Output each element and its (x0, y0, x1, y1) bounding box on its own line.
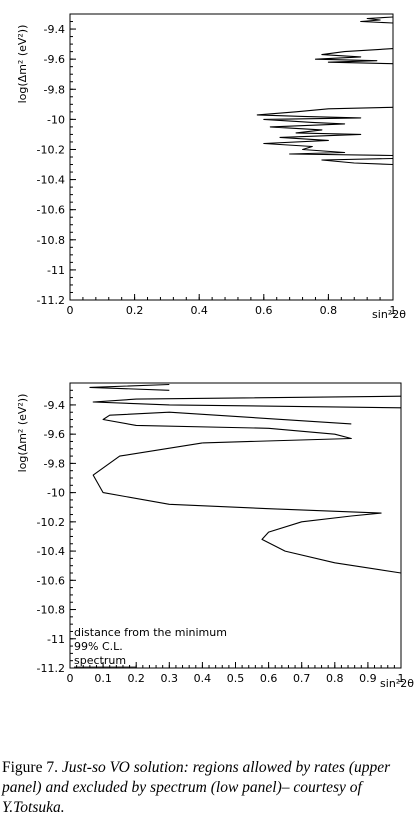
x-axis-label: sin²2θ (372, 308, 406, 321)
contour-line (321, 157, 394, 166)
x-tick-label: 1 (398, 672, 405, 685)
y-tick-label: -9.8 (44, 83, 65, 96)
y-tick-label: -9.6 (44, 53, 65, 66)
y-tick-label: -11.2 (37, 294, 65, 307)
caption-label: Figure 7. (2, 759, 58, 776)
x-tick-label: 0.6 (255, 304, 273, 317)
x-tick-label: 0 (67, 672, 74, 685)
contour-line (256, 106, 394, 157)
contour-line (102, 411, 352, 444)
x-tick-label: 0.5 (227, 672, 245, 685)
y-tick-label: -9.4 (44, 23, 65, 36)
y-tick-label: -10.8 (37, 604, 65, 617)
x-tick-label: 0.6 (260, 672, 278, 685)
y-tick-label: -10.4 (37, 545, 65, 558)
y-tick-label: -10.4 (37, 174, 65, 187)
y-tick-label: -10.8 (37, 234, 65, 247)
y-axis-label: log(Δm² (eV²)) (16, 394, 29, 473)
annotation-text: spectrum (74, 654, 126, 667)
contour-line (314, 48, 394, 65)
x-tick-label: 0.8 (326, 672, 344, 685)
x-tick-label: 0.4 (190, 304, 208, 317)
y-tick-label: -10 (47, 487, 65, 500)
x-tick-label: 0.8 (320, 304, 338, 317)
contour-line (92, 442, 402, 574)
y-tick-label: -9.4 (44, 399, 65, 412)
lower-panel: 0 0.1 0.2 0.3 0.4 0.5 0.6 0.7 0.8 0.9 1 -9.4 -9.6 -9.… (16, 382, 414, 690)
x-tick-label: 0.4 (194, 672, 212, 685)
annotation-text: distance from the minimum (74, 626, 227, 639)
contour-line (360, 16, 394, 24)
x-tick-label: 0.2 (127, 672, 145, 685)
x-tick-label: 0.3 (161, 672, 179, 685)
x-tick-label: 0.7 (293, 672, 311, 685)
x-tick-label: 1 (390, 304, 397, 317)
y-tick-label: -10.6 (37, 574, 65, 587)
annotation-text: 99% C.L. (74, 640, 123, 653)
plot-frame (69, 13, 394, 301)
contour-line (89, 383, 170, 391)
caption-text: Just-so VO solution: regions allowed by … (2, 759, 391, 816)
upper-panel: 0 0.2 0.4 0.6 0.8 1 -9.4 -9.6 -9.8 -10 -10.2 -10.4 -… (16, 13, 406, 321)
y-tick-label: -9.8 (44, 457, 65, 470)
x-tick-label: 0.2 (126, 304, 144, 317)
figure-caption: Figure 7. Just-so VO solution: regions a… (2, 758, 412, 818)
y-tick-label: -10 (47, 113, 65, 126)
contour-line (92, 395, 402, 409)
y-tick-label: -10.2 (37, 516, 65, 529)
x-tick-label: 0.9 (359, 672, 377, 685)
x-tick-label: 0 (67, 304, 74, 317)
y-tick-label: -11 (47, 264, 65, 277)
x-axis-label: sin²2θ (380, 677, 414, 690)
x-tick-label: 0.1 (94, 672, 112, 685)
y-tick-label: -9.6 (44, 428, 65, 441)
y-tick-label: -10.2 (37, 143, 65, 156)
y-tick-label: -11.2 (37, 662, 65, 675)
y-tick-label: -11 (47, 633, 65, 646)
y-axis-label: log(Δm² (eV²)) (16, 25, 29, 104)
y-tick-label: -10.6 (37, 204, 65, 217)
